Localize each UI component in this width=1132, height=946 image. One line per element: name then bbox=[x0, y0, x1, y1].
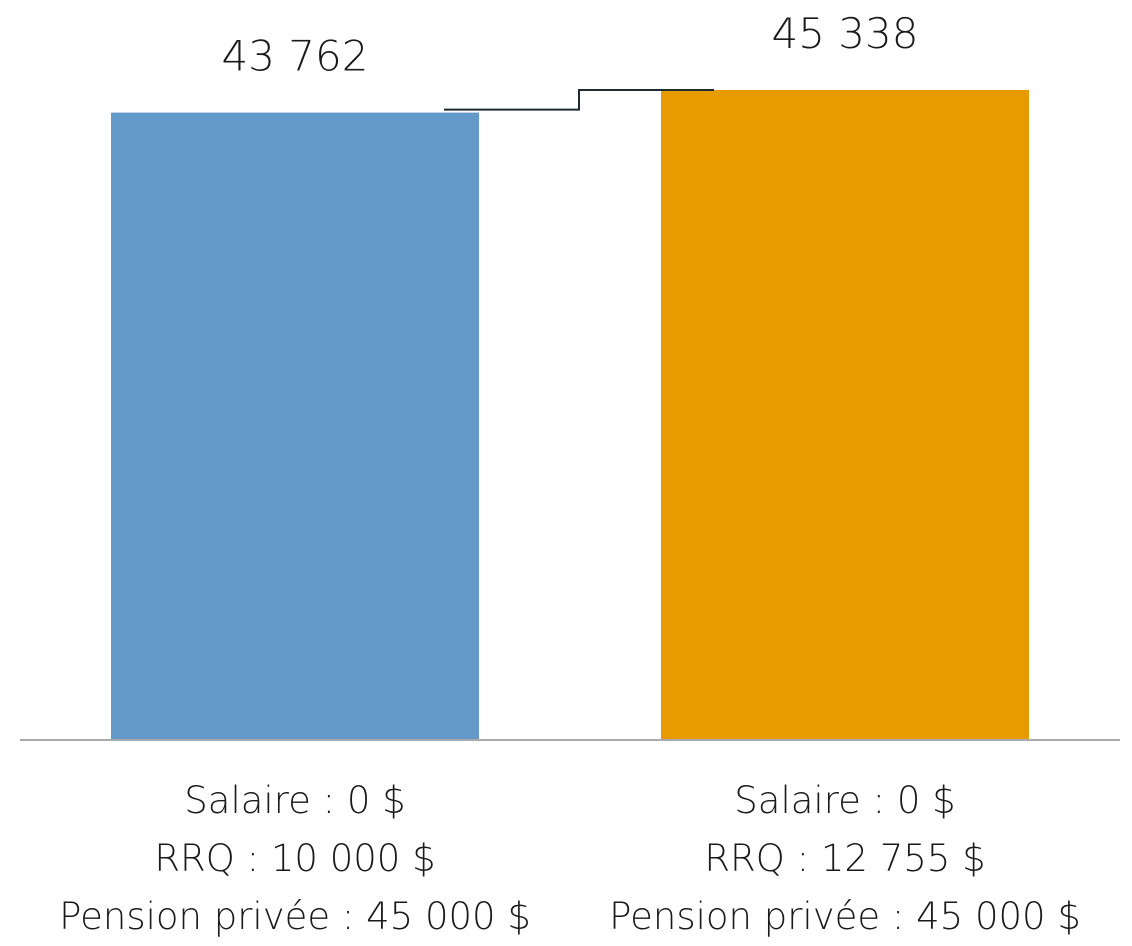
bars-group bbox=[111, 90, 1029, 741]
category-label-line: RRQ : 10 000 $ bbox=[154, 837, 436, 880]
category-label-line: Salaire : 0 $ bbox=[184, 779, 406, 822]
category-label-1: Salaire : 0 $ RRQ : 10 000 $ Pension privé… bbox=[15, 772, 575, 946]
category-label-line: RRQ : 12 755 $ bbox=[704, 837, 986, 880]
step-connector-line bbox=[444, 89, 714, 111]
category-label-line: Pension privée : 45 000 $ bbox=[609, 895, 1081, 938]
bar-2 bbox=[661, 90, 1029, 740]
value-label-2: 45 338 bbox=[772, 9, 919, 58]
value-label-1: 43 762 bbox=[222, 32, 369, 81]
category-label-line: Salaire : 0 $ bbox=[734, 779, 956, 822]
value-labels-group: 43 762 45 338 bbox=[222, 9, 919, 81]
bar-1 bbox=[111, 112, 479, 741]
category-label-line: Pension privée : 45 000 $ bbox=[59, 895, 531, 938]
category-label-2: Salaire : 0 $ RRQ : 12 755 $ Pension privé… bbox=[565, 772, 1125, 946]
